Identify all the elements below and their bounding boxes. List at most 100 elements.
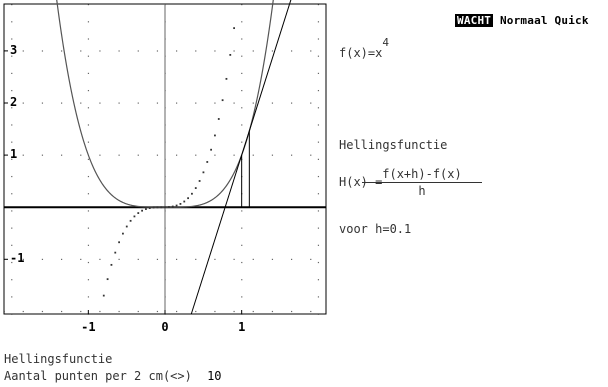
- grid-dot: [80, 258, 82, 260]
- grid-dot: [87, 210, 90, 212]
- grid-dot: [317, 21, 320, 23]
- grid-dot: [233, 154, 235, 156]
- footer-value[interactable]: 10: [207, 369, 222, 383]
- grid-dot: [241, 141, 243, 143]
- grid-dot: [317, 38, 320, 40]
- grid-dot: [118, 50, 120, 52]
- grid-dot: [87, 193, 90, 195]
- grid-dot: [252, 258, 254, 260]
- axes: [3, 3, 327, 315]
- slope-point: [125, 225, 128, 228]
- grid-dot: [317, 227, 320, 229]
- slope-point: [171, 205, 174, 208]
- grid-dot: [41, 310, 44, 313]
- grid-dot: [156, 50, 159, 52]
- grid-dot: [11, 72, 13, 74]
- grid-dot: [241, 107, 243, 109]
- grid-dot: [41, 50, 44, 52]
- grid-dot: [11, 296, 13, 298]
- grid-dot: [11, 193, 13, 195]
- grid-dot: [87, 158, 90, 160]
- grid-dot: [195, 50, 197, 52]
- grid-dot: [99, 102, 101, 104]
- grid-dot: [317, 261, 320, 264]
- function-label: f(x)=x4: [339, 36, 389, 60]
- slope-point: [175, 204, 178, 207]
- grid-dot: [156, 258, 159, 260]
- grid-dot: [137, 258, 139, 260]
- grid-dot: [61, 50, 63, 52]
- slope-point: [118, 241, 120, 244]
- slope-point: [129, 219, 132, 222]
- grid-dot: [61, 154, 63, 156]
- grid-dot: [87, 244, 90, 246]
- grid-dot: [233, 258, 235, 260]
- grid-dot: [41, 102, 44, 104]
- grid-dot: [87, 124, 90, 126]
- grid-dot: [317, 141, 320, 143]
- grid-dot: [214, 154, 216, 156]
- grid-dot: [118, 258, 120, 260]
- slope-point: [206, 161, 209, 163]
- grid-dot: [271, 258, 274, 260]
- grid-dot: [87, 21, 90, 23]
- grid-dot: [310, 50, 312, 52]
- grid-dot: [87, 175, 90, 178]
- grid-dot: [291, 310, 293, 313]
- grid-dot: [118, 310, 120, 313]
- slope-point: [191, 192, 193, 195]
- grid-dot: [252, 310, 254, 313]
- status-speed: Quick: [554, 14, 589, 27]
- x-tick-label: 1: [238, 320, 246, 334]
- grid-dot: [41, 154, 44, 156]
- grid-dot: [241, 38, 243, 40]
- grid-dot: [11, 227, 13, 229]
- grid-dot: [11, 210, 13, 212]
- grid-dot: [22, 310, 24, 313]
- grid-dot: [291, 258, 293, 260]
- grid-dot: [317, 279, 320, 281]
- slope-point: [145, 208, 147, 210]
- grid-dot: [317, 124, 320, 126]
- grid-dot: [291, 50, 293, 52]
- slope-point: [137, 212, 140, 214]
- grid-dot: [87, 89, 90, 92]
- grid-dot: [317, 107, 320, 109]
- grid-dot: [176, 310, 178, 313]
- grid-dot: [317, 89, 320, 92]
- grid-dot: [11, 279, 13, 281]
- grid-dot: [61, 102, 63, 104]
- grid-dot: [11, 107, 13, 109]
- slope-point: [202, 171, 205, 174]
- grid-dot: [176, 102, 178, 104]
- grid-dot: [317, 72, 320, 74]
- grid-dot: [87, 296, 90, 298]
- slope-points: [102, 27, 235, 297]
- footer-title: Hellingsfunctie: [4, 352, 113, 366]
- grid-dot: [137, 154, 139, 156]
- y-tick-label: 3: [10, 42, 18, 57]
- grid-dot: [317, 210, 320, 212]
- secant-line: [190, 0, 292, 315]
- grid-dot: [87, 261, 90, 264]
- grid-dot: [61, 258, 63, 260]
- grid-dot: [214, 102, 216, 104]
- slope-point: [229, 53, 232, 56]
- secant-construction: [190, 0, 292, 315]
- grid-dot: [195, 310, 197, 313]
- grid-dot: [99, 310, 101, 313]
- slope-point: [114, 251, 117, 254]
- grid-dot: [317, 55, 320, 57]
- section-title: Hellingsfunctie: [339, 138, 448, 152]
- slope-point: [221, 99, 224, 102]
- grid-dot: [214, 258, 216, 260]
- grid-dots: [3, 4, 320, 315]
- grid-dot: [137, 102, 139, 104]
- grid-dot: [22, 154, 24, 156]
- grid-dot: [241, 261, 243, 264]
- slope-point: [106, 278, 109, 281]
- grid-dot: [317, 193, 320, 195]
- y-tick-label: 1: [10, 147, 18, 162]
- grid-dot: [137, 310, 139, 313]
- grid-dot: [156, 310, 159, 313]
